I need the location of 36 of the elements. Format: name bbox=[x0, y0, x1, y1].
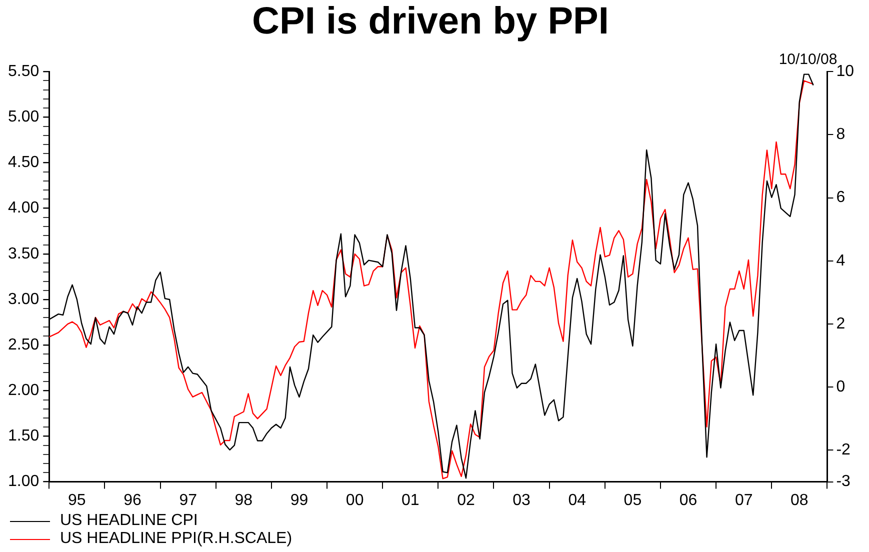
y2-tick-label: 4 bbox=[836, 252, 846, 270]
x-tick-label: 05 bbox=[624, 492, 642, 509]
x-tick-label: 04 bbox=[568, 492, 586, 509]
y-tick-label: 5.00 bbox=[8, 108, 40, 126]
y2-tick-label: -2 bbox=[836, 442, 851, 459]
y-tick-label: 2.00 bbox=[8, 382, 40, 400]
y-tick-label: 1.50 bbox=[8, 428, 40, 445]
legend-label: US HEADLINE CPI bbox=[60, 512, 198, 530]
y2-tick-label: 0 bbox=[836, 378, 846, 396]
y2-tick-label: 8 bbox=[836, 126, 846, 144]
x-tick-label: 95 bbox=[68, 492, 86, 509]
y2-tick-label: 6 bbox=[836, 189, 846, 206]
x-tick-label: 07 bbox=[734, 492, 753, 509]
x-tick-label: 98 bbox=[234, 492, 253, 509]
y2-tick-label: 2 bbox=[836, 315, 846, 332]
x-tick-label: 01 bbox=[401, 492, 420, 509]
legend-label: US HEADLINE PPI(R.H.SCALE) bbox=[60, 530, 292, 548]
text: 10/10/08 bbox=[778, 51, 838, 68]
x-tick-label: 03 bbox=[512, 492, 531, 509]
y-tick-label: 2.50 bbox=[8, 336, 40, 354]
x-tick-label: 06 bbox=[679, 492, 698, 509]
x-tick-label: 97 bbox=[179, 492, 198, 509]
x-tick-label: 99 bbox=[290, 492, 308, 509]
x-tick-label: 00 bbox=[346, 492, 364, 509]
y-tick-label: 4.50 bbox=[8, 154, 40, 172]
y-tick-label: 3.50 bbox=[8, 245, 40, 262]
y-tick-label: 4.00 bbox=[8, 200, 40, 217]
x-tick-label: 96 bbox=[124, 492, 142, 509]
y-tick-label: 5.50 bbox=[8, 63, 40, 80]
x-tick-label: 08 bbox=[790, 492, 808, 509]
x-tick-label: 02 bbox=[457, 492, 475, 509]
y-tick-label: 1.00 bbox=[8, 473, 40, 490]
y-tick-label: 3.00 bbox=[8, 290, 40, 308]
y2-tick-label: -3 bbox=[836, 473, 851, 490]
chart-title: CPI is driven by PPI bbox=[252, 0, 609, 42]
y2-tick-label: 10 bbox=[836, 63, 854, 80]
